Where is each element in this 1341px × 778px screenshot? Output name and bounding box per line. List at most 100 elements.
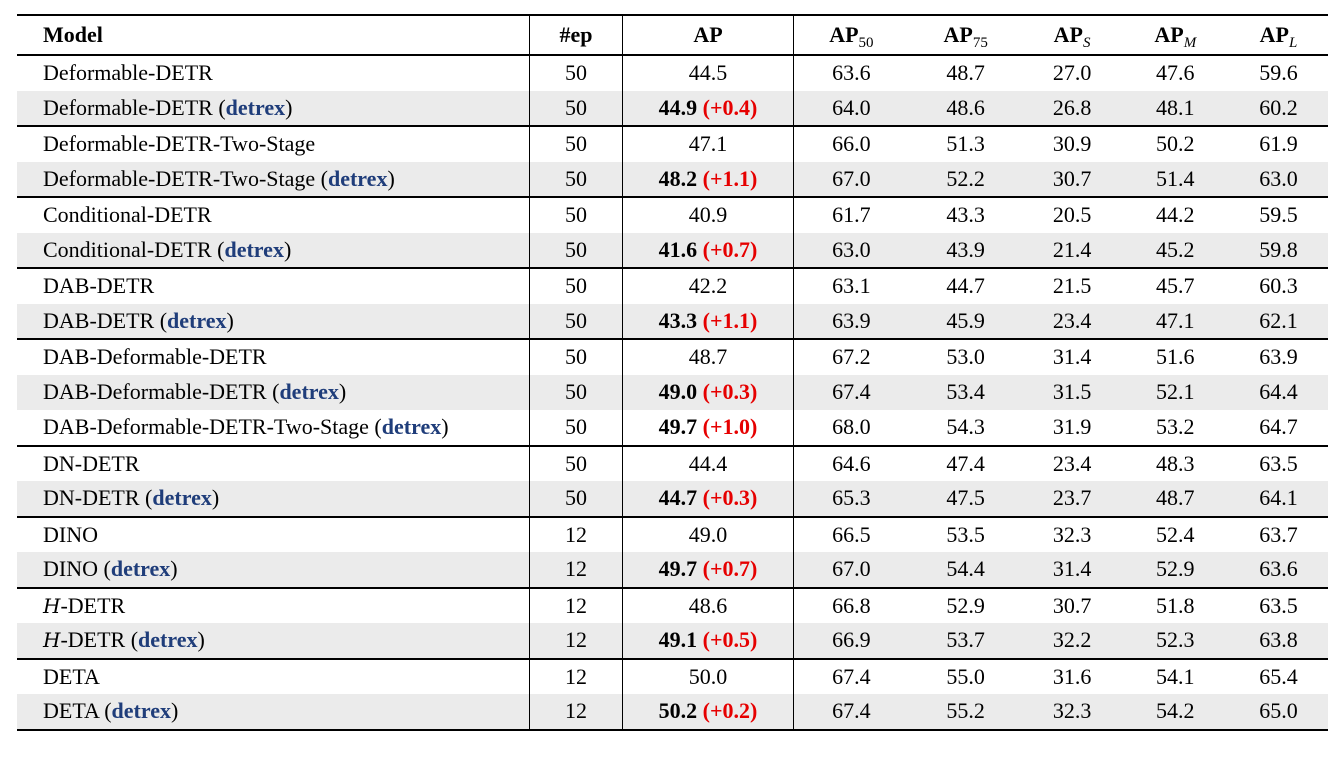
apm-cell: 51.8	[1156, 592, 1195, 618]
header-ap75: AP75	[908, 14, 1023, 56]
detrex-tag: detrex	[138, 627, 198, 653]
model-name-cell: Deformable-DETR (detrex)	[17, 90, 530, 127]
apl-cell: 63.5	[1259, 450, 1298, 476]
apm-cell: 54.2	[1121, 694, 1230, 731]
ap75-cell: 47.5	[908, 481, 1023, 518]
model-name: Conditional-DETR	[43, 236, 212, 262]
ap75-cell: 43.3	[946, 202, 985, 228]
epochs-cell: 50	[529, 481, 623, 518]
aps-cell: 26.8	[1022, 90, 1122, 127]
ap50-cell: 63.1	[832, 273, 871, 299]
detrex-tag: detrex	[224, 236, 284, 262]
ap75-cell: 43.9	[908, 232, 1023, 269]
apl-cell: 63.9	[1259, 344, 1298, 370]
ap50-cell: 64.6	[832, 450, 871, 476]
epochs-cell: 50	[529, 268, 623, 304]
ap-delta: (+0.7)	[702, 556, 758, 582]
ap-cell: 41.6 (+0.7)	[622, 232, 794, 269]
header-row: Model #ep AP AP50 AP75 APS APM APL	[17, 14, 1328, 56]
ap-cell: 48.6	[622, 587, 794, 623]
aps-cell: 30.7	[1052, 592, 1092, 618]
model-name-cell: Deformable-DETR-Two-Stage (detrex)	[17, 161, 530, 198]
ap-value: 50.2	[658, 698, 698, 724]
ap75-cell: 53.4	[908, 374, 1023, 410]
ap50-cell: 63.9	[793, 303, 909, 340]
ap-cell: 44.9 (+0.4)	[622, 90, 794, 127]
ap-delta: (+0.7)	[702, 236, 758, 262]
aps-cell: 27.0	[1052, 60, 1092, 86]
aps-cell: 31.4	[1022, 552, 1122, 589]
ap75-cell: 48.6	[908, 90, 1023, 127]
aps-cell: 23.4	[1022, 303, 1122, 340]
detrex-tag: detrex	[152, 485, 212, 511]
ap-value: 49.7	[658, 556, 698, 582]
ap-value: 44.5	[688, 60, 728, 86]
aps-cell: 23.4	[1052, 450, 1092, 476]
apm-cell: 52.3	[1121, 623, 1230, 660]
ap50-cell: 63.6	[832, 60, 871, 86]
ap50-cell: 66.8	[832, 592, 871, 618]
ap-cell: 50.0	[622, 658, 794, 694]
aps-cell: 21.4	[1022, 232, 1122, 269]
table-row: DN-DETR (detrex) 50 44.7 (+0.3) 65.3 47.5 23.…	[17, 481, 1328, 518]
ap50-cell: 67.4	[793, 374, 909, 410]
ap-cell: 49.1 (+0.5)	[622, 623, 794, 660]
apm-cell: 53.2	[1121, 410, 1230, 447]
model-name: DINO	[43, 556, 98, 582]
apl-cell: 65.4	[1259, 663, 1298, 689]
ap75-cell: 47.4	[946, 450, 985, 476]
table-body: Deformable-DETR 50 44.5 63.6 48.7 27.0 47.6 59.…	[17, 55, 1328, 731]
table-row: DETA (detrex) 12 50.2 (+0.2) 67.4 55.2 32.3 54…	[17, 694, 1328, 731]
apm-cell: 47.6	[1156, 60, 1195, 86]
ap-value: 41.6	[658, 236, 698, 262]
apl-cell: 59.5	[1259, 202, 1298, 228]
ap75-cell: 53.7	[908, 623, 1023, 660]
table-row: DAB-DETR (detrex) 50 43.3 (+1.1) 63.9 45.9 23…	[17, 303, 1328, 340]
ap-value: 48.2	[658, 165, 698, 191]
ap-delta: (+0.3)	[702, 379, 758, 405]
model-prefix: H	[43, 593, 61, 618]
detrex-tag: detrex	[279, 379, 339, 405]
apl-cell: 61.9	[1259, 131, 1298, 157]
apl-cell: 63.6	[1229, 552, 1328, 589]
ap50-cell: 68.0	[793, 410, 909, 447]
apl-cell: 59.8	[1229, 232, 1328, 269]
detrex-tag: detrex	[111, 698, 171, 724]
aps-cell: 31.9	[1022, 410, 1122, 447]
ap-cell: 48.2 (+1.1)	[622, 161, 794, 198]
apm-cell: 51.4	[1121, 161, 1230, 198]
model-name-cell: DAB-Deformable-DETR-Two-Stage (detrex)	[17, 410, 530, 447]
epochs-cell: 50	[529, 374, 623, 410]
results-table: Model #ep AP AP50 AP75 APS APM APL Defor…	[17, 14, 1328, 731]
aps-cell: 21.5	[1052, 273, 1092, 299]
ap-value: 49.0	[658, 379, 698, 405]
ap75-cell: 52.9	[946, 592, 985, 618]
ap-delta: (+0.5)	[702, 627, 758, 653]
apl-cell: 63.7	[1259, 521, 1298, 547]
ap-value: 48.7	[688, 344, 728, 370]
ap-cell: 44.7 (+0.3)	[622, 481, 794, 518]
model-name: DN-DETR	[43, 450, 140, 476]
apl-cell: 59.6	[1259, 60, 1298, 86]
table-row: DINO (detrex) 12 49.7 (+0.7) 67.0 54.4 31.4 52…	[17, 552, 1328, 589]
table-row: Conditional-DETR 50 40.9 61.7 43.3 20.5 44.2 59…	[17, 197, 1328, 233]
apl-cell: 64.1	[1229, 481, 1328, 518]
apl-cell: 65.0	[1229, 694, 1328, 731]
ap-delta: (+1.1)	[702, 307, 758, 333]
aps-cell: 32.2	[1022, 623, 1122, 660]
detrex-tag: detrex	[110, 556, 171, 582]
table-row: DINO 12 49.0 66.5 53.5 32.3 52.4 63.7	[17, 516, 1328, 552]
ap75-cell: 55.0	[946, 663, 985, 689]
model-name-cell: DINO (detrex)	[17, 552, 530, 589]
model-name: DAB-DETR	[43, 273, 155, 299]
ap-cell: 49.7 (+0.7)	[622, 552, 794, 589]
epochs-cell: 50	[529, 161, 623, 198]
ap75-cell: 52.2	[908, 161, 1023, 198]
ap75-cell: 53.5	[946, 521, 985, 547]
ap75-cell: 53.0	[946, 344, 985, 370]
epochs-cell: 50	[529, 303, 623, 340]
epochs-cell: 50	[529, 339, 623, 375]
apm-cell: 48.1	[1121, 90, 1230, 127]
epochs-cell: 50	[529, 232, 623, 269]
epochs-cell: 50	[529, 197, 623, 233]
